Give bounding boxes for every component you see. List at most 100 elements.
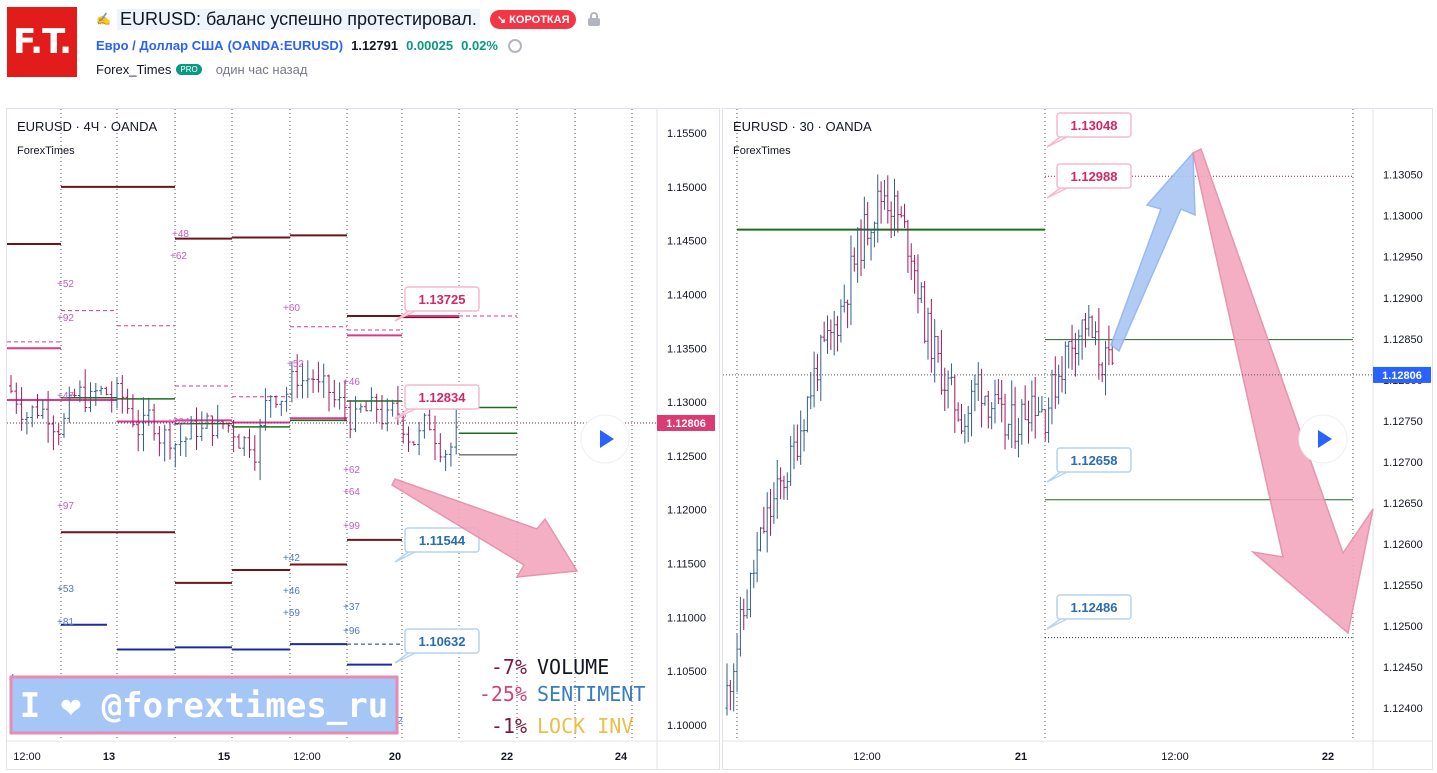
x-tick-label: 24 [615,751,628,763]
y-tick-label: 1.15000 [667,182,707,194]
idea-title: EURUSD: баланс успешно протестировал. [116,8,480,30]
title-row: ✍ EURUSD: баланс успешно протестировал. … [96,8,601,30]
y-tick-label: 1.12750 [1383,416,1423,428]
x-tick-label: 22 [501,751,513,763]
volume-annotation-pink: +64 [343,487,360,498]
y-tick-label: 1.12700 [1383,457,1423,469]
price-change-pct: 0.02% [461,38,498,53]
stat-value: -7% [491,655,527,679]
x-tick-label: 22 [1322,751,1334,763]
volume-annotation-blue: +59 [283,608,300,619]
play-icon[interactable] [1318,430,1332,448]
y-tick-label: 1.13000 [667,397,707,409]
y-tick-label: 1.12950 [1383,252,1423,264]
y-tick-label: 1.12550 [1383,580,1423,592]
y-tick-label: 1.12900 [1383,293,1423,305]
blue-forecast-arrow [1110,151,1196,353]
pink-forecast-arrow [1192,147,1374,635]
chart-title: EURUSD · 30 · OANDA [733,119,872,134]
pencil-icon[interactable]: ✍ [96,12,111,26]
author-name-link[interactable]: Forex_Times [96,62,172,77]
chart-subtitle: ForexTimes [17,145,75,157]
volume-annotation-pink: +99 [343,521,360,532]
level-callout-box [1056,112,1132,138]
y-tick-label: 1.12500 [1383,621,1423,633]
volume-annotation-blue: +96 [343,626,360,637]
y-tick-label: 1.12600 [1383,539,1423,551]
logo-text: F.T. [12,22,72,62]
level-callout-label: 1.13048 [1071,118,1118,133]
stat-value: -25% [479,682,527,706]
y-tick-label: 1.12000 [667,505,707,517]
volume-annotation-pink: +92 [57,313,74,324]
play-icon[interactable] [600,430,614,448]
volume-annotation-blue: +81 [57,617,74,628]
y-tick-label: 1.11000 [667,612,706,624]
volume-annotation-pink: +47 [57,391,74,402]
level-callout-pointer [1046,469,1072,483]
chart-4h-panel[interactable]: 1.15500 1.15000 1.14500 1.14000 1.13500 1.130… [6,108,720,770]
chart-4h-svg[interactable]: 1.15500 1.15000 1.14500 1.14000 1.13500 1.130… [7,109,720,770]
symbol-name-link[interactable]: Евро / Доллар США [96,38,224,53]
volume-annotation-blue: +46 [283,586,300,597]
level-callout-label: 1.11544 [419,533,466,548]
y-tick-label: 1.11500 [667,558,706,570]
level-callout-box [1056,163,1132,189]
level-callout-pointer [1046,134,1072,148]
level-callout-label: 1.12988 [1071,169,1118,184]
current-price-label: 1.12806 [1382,370,1422,382]
y-tick-label: 1.10500 [667,666,707,678]
x-tick-label: 21 [1015,751,1027,763]
x-tick-label: 12:00 [13,751,41,763]
symbol-code-link[interactable]: (OANDA:EURUSD) [227,38,344,53]
level-callout-box [404,527,480,553]
x-tick-label: 15 [218,751,230,763]
stat-label: VOLUME [537,655,609,679]
publish-time: один час назад [215,62,308,77]
pink-forecast-arrow [391,478,579,578]
level-callout-label: 1.12658 [1071,453,1118,468]
level-callout-box [1056,594,1132,620]
volume-annotation-pink: +52 [57,279,74,290]
y-tick-label: 1.15500 [667,128,707,140]
y-tick-label: 1.12650 [1383,498,1423,510]
y-tick-label: 1.13050 [1383,170,1423,182]
chart-subtitle: ForexTimes [733,145,791,157]
volume-annotation-pink: +2 [395,413,407,424]
volume-annotation-pink: +60 [283,303,300,314]
promo-banner-text: I ❤ @forextimes_ru [20,686,388,726]
volume-annotation-pink: +62 [343,465,360,476]
author-logo[interactable]: F.T. [7,7,77,77]
y-tick-label: 1.12450 [1383,662,1423,674]
y-tick-label: 1.12400 [1383,703,1423,715]
level-callout-box [404,286,480,312]
level-callout-pointer [394,549,420,563]
level-callout-pointer [394,308,420,322]
x-tick-label: 13 [103,751,115,763]
level-callout-pointer [1046,185,1072,199]
current-price-badge [657,414,715,431]
level-callout-box [1056,447,1132,473]
level-callout-label: 1.12834 [419,390,467,405]
level-callout-pointer [394,406,420,420]
level-callout-label: 1.10632 [419,634,466,649]
chart-30m-panel[interactable]: 1.13050 1.13000 1.12950 1.12900 1.12850 1.128… [722,108,1433,770]
idea-header: F.T. ✍ EURUSD: баланс успешно протестиро… [0,0,1437,100]
y-tick-label: 1.10000 [667,720,707,732]
level-callout-pointer [394,650,420,664]
y-tick-label: 1.13000 [1383,211,1423,223]
chart-title: EURUSD · 4Ч · OANDA [17,119,157,134]
volume-annotation-pink: +46 [343,377,360,388]
alarm-clock-icon[interactable] [507,38,522,53]
y-tick-label: 1.14500 [667,236,707,248]
current-price-badge [1373,366,1431,383]
volume-annotation-blue: +53 [57,584,74,595]
pro-badge: PRO [176,64,202,75]
level-callout-pointer [1046,616,1072,630]
volume-annotation-blue: +42 [283,553,300,564]
last-price: 1.12791 [351,38,399,53]
chart-30m-svg[interactable]: 1.13050 1.13000 1.12950 1.12900 1.12850 1.128… [723,109,1433,770]
x-tick-label: 20 [389,751,401,763]
volume-annotation-pink: +62 [170,251,187,262]
y-tick-label: 1.12500 [667,451,707,463]
